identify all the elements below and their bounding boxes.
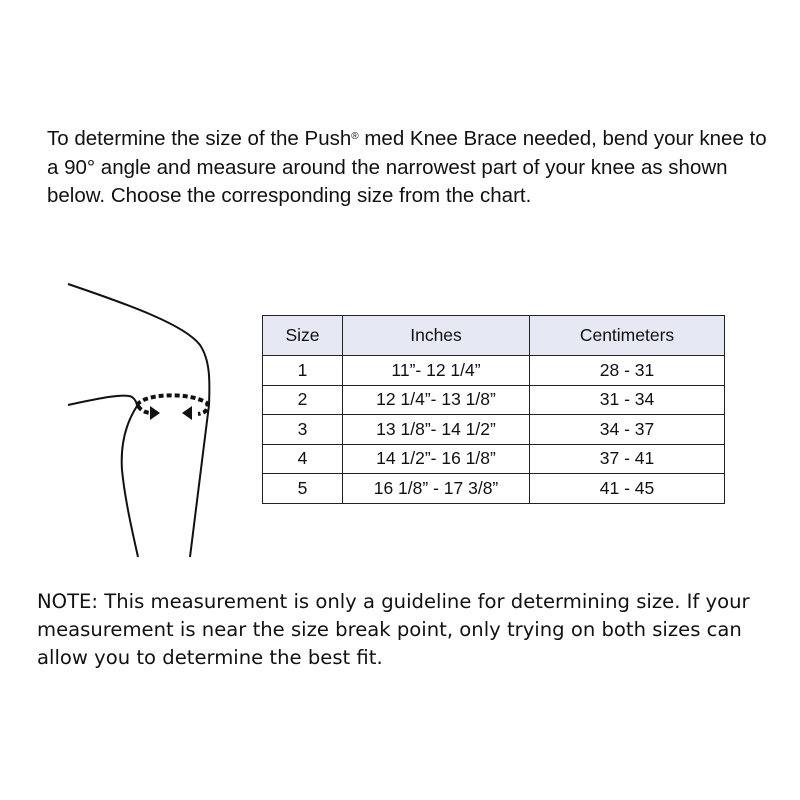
cell-size: 3 <box>262 414 343 445</box>
intro-paragraph: To determine the size of the Push® med K… <box>47 125 777 211</box>
registered-mark: ® <box>351 131 359 142</box>
cell-centimeters: 41 - 45 <box>529 473 725 504</box>
cell-inches: 14 1/2”- 16 1/8” <box>342 443 530 474</box>
intro-text-rest: med Knee Brace needed, bend your knee to… <box>47 127 767 207</box>
cell-centimeters: 28 - 31 <box>529 355 725 386</box>
cell-size: 1 <box>262 355 343 386</box>
cell-size: 2 <box>262 384 343 415</box>
knee-measurement-diagram-icon <box>67 283 211 558</box>
header-inches: Inches <box>342 315 530 356</box>
cell-inches: 12 1/4”- 13 1/8” <box>342 384 530 415</box>
cell-inches: 11”- 12 1/4” <box>342 355 530 386</box>
table-row: 5 16 1/8” - 17 3/8” 41 - 45 <box>262 473 725 504</box>
header-centimeters: Centimeters <box>529 315 725 356</box>
cell-size: 5 <box>262 473 343 504</box>
size-chart-table: Size Inches Centimeters 1 11”- 12 1/4” 28 … <box>262 315 725 504</box>
cell-centimeters: 31 - 34 <box>529 384 725 415</box>
cell-centimeters: 34 - 37 <box>529 414 725 445</box>
cell-centimeters: 37 - 41 <box>529 443 725 474</box>
table-row: 4 14 1/2”- 16 1/8” 37 - 41 <box>262 443 725 474</box>
table-row: 1 11”- 12 1/4” 28 - 31 <box>262 355 725 386</box>
cell-inches: 16 1/8” - 17 3/8” <box>342 473 530 504</box>
table-row: 2 12 1/4”- 13 1/8” 31 - 34 <box>262 384 725 415</box>
table-header-row: Size Inches Centimeters <box>262 315 725 356</box>
cell-size: 4 <box>262 443 343 474</box>
note-paragraph: NOTE: This measurement is only a guideli… <box>37 590 750 669</box>
cell-inches: 13 1/8”- 14 1/2” <box>342 414 530 445</box>
table-row: 3 13 1/8”- 14 1/2” 34 - 37 <box>262 414 725 445</box>
header-size: Size <box>262 315 343 356</box>
intro-text: To determine the size of the Push <box>47 127 352 150</box>
